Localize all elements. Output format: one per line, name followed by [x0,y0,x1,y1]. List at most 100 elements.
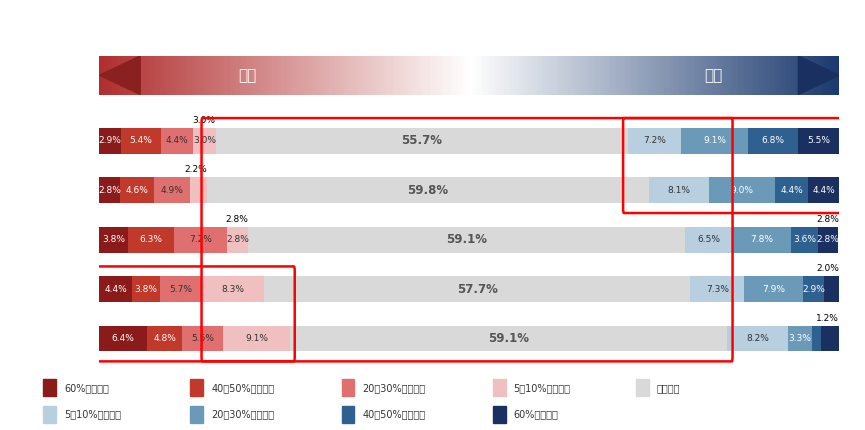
Bar [306,56,310,95]
Text: 5.7%: 5.7% [170,285,193,294]
Bar [418,56,420,95]
Bar [452,56,455,95]
Bar [755,56,759,95]
Bar [622,56,625,95]
Bar [531,56,534,95]
Bar [287,56,290,95]
Bar [324,56,327,95]
Bar [671,56,675,95]
Bar [723,56,727,95]
Bar [691,56,695,95]
Bar [218,56,221,95]
Bar [174,227,227,252]
Bar [137,56,139,95]
Text: 5～10%程度増収: 5～10%程度増収 [514,383,571,393]
Bar [227,227,248,252]
Bar [346,56,349,95]
Text: 3.8%: 3.8% [102,235,125,244]
Bar [788,326,812,351]
Bar [454,56,458,95]
Text: 59.1%: 59.1% [489,332,529,345]
Bar [760,56,764,95]
Bar [538,56,541,95]
Text: 4.4%: 4.4% [780,186,803,195]
Text: 2.8%: 2.8% [99,186,121,195]
Text: 3.6%: 3.6% [793,235,816,244]
Text: 2.8%: 2.8% [225,215,248,224]
Bar [43,406,56,423]
Bar [109,56,112,95]
Bar [758,56,761,95]
Bar [570,56,573,95]
Bar [493,379,506,396]
Text: 7.2%: 7.2% [189,235,212,244]
Bar [349,56,352,95]
Bar [551,56,554,95]
Bar [213,56,216,95]
Bar [233,56,236,95]
Bar [297,56,300,95]
Bar [147,326,183,351]
Bar [190,178,207,203]
Text: 1.2%: 1.2% [817,314,839,323]
Bar [255,56,258,95]
Bar [546,56,549,95]
Bar [526,56,529,95]
Bar [126,56,130,95]
Bar [676,56,680,95]
Text: 4.8%: 4.8% [153,334,176,343]
Bar [134,56,138,95]
Bar [107,56,110,95]
Bar [821,326,839,351]
Text: 40～50%程度減収: 40～50%程度減収 [362,409,426,419]
Bar [834,56,837,95]
Bar [445,56,448,95]
Bar [491,56,495,95]
Bar [279,56,283,95]
Bar [627,128,681,154]
Text: 59.8%: 59.8% [407,184,448,197]
Bar [238,56,240,95]
Bar [161,128,194,154]
Bar [706,56,709,95]
Bar [189,56,191,95]
Bar [336,56,339,95]
Bar [176,56,179,95]
Bar [267,56,271,95]
Bar [183,56,187,95]
Bar [129,56,132,95]
Bar [161,56,164,95]
Text: 60%以上減収: 60%以上減収 [514,409,559,419]
Bar [351,56,354,95]
Bar [112,56,115,95]
Bar [824,56,828,95]
Bar [354,56,356,95]
Bar [435,56,438,95]
Bar [503,56,507,95]
Bar [144,56,147,95]
Bar [499,56,502,95]
Bar [405,56,408,95]
Bar [181,56,184,95]
Bar [548,56,551,95]
Bar [334,56,336,95]
Bar [659,56,663,95]
Bar [474,56,477,95]
Bar [664,56,667,95]
Bar [763,56,766,95]
Bar [573,56,576,95]
Bar [681,128,748,154]
Bar [253,56,255,95]
Bar [158,56,162,95]
Bar [375,56,379,95]
Bar [563,56,567,95]
Bar [799,56,803,95]
Bar [743,56,746,95]
Text: 減収: 減収 [704,68,722,83]
Bar [598,56,600,95]
Bar [149,56,152,95]
Bar [699,56,702,95]
Bar [836,56,840,95]
Bar [497,56,500,95]
Bar [647,56,650,95]
